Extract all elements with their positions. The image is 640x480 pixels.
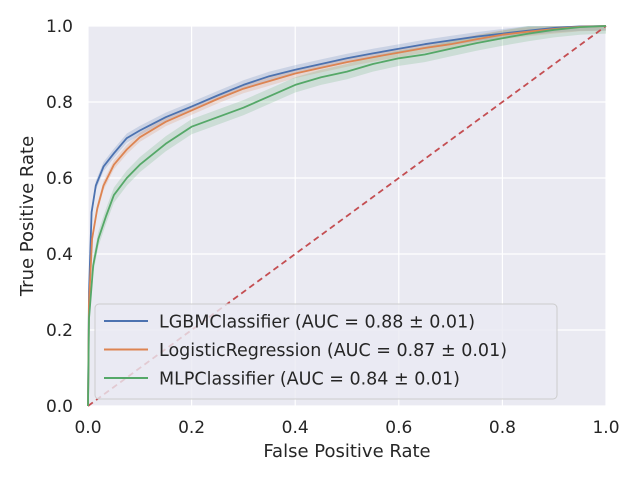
x-tick-label: 0.6: [385, 418, 412, 438]
series-line-2: [87, 25, 607, 407]
legend: LGBMClassifier (AUC = 0.88 ± 0.01) Logist…: [94, 303, 558, 400]
y-tick-label: 0.0: [46, 397, 73, 417]
confidence-bands: [88, 26, 606, 406]
x-tick-labels: 0.0 0.2 0.4 0.6 0.8 1.0: [74, 418, 619, 438]
y-axis-title: True Positive Rate: [17, 136, 38, 297]
y-tick-label: 0.4: [46, 245, 73, 265]
series-line-0: [87, 25, 607, 407]
series-line-1: [87, 25, 607, 407]
chance-reference-line: [87, 25, 607, 407]
legend-label-0: LGBMClassifier (AUC = 0.88 ± 0.01): [159, 313, 475, 333]
x-tick-label: 0.2: [178, 418, 205, 438]
legend-box: [94, 303, 558, 400]
legend-label-1: LogisticRegression (AUC = 0.87 ± 0.01): [159, 341, 507, 361]
y-tick-labels: 0.0 0.2 0.4 0.6 0.8 1.0: [46, 17, 73, 417]
series-lines: [87, 25, 607, 407]
series-band-2: [88, 26, 606, 406]
y-tick-label: 0.6: [46, 169, 73, 189]
x-tick-label: 1.0: [592, 418, 619, 438]
y-tick-label: 0.2: [46, 321, 73, 341]
y-tick-label: 0.8: [46, 93, 73, 113]
y-tick-label: 1.0: [46, 17, 73, 37]
x-tick-label: 0.0: [74, 418, 101, 438]
x-tick-label: 0.4: [282, 418, 309, 438]
x-axis-title: False Positive Rate: [263, 441, 430, 462]
legend-label-2: MLPClassifier (AUC = 0.84 ± 0.01): [159, 370, 460, 390]
x-tick-label: 0.8: [489, 418, 516, 438]
